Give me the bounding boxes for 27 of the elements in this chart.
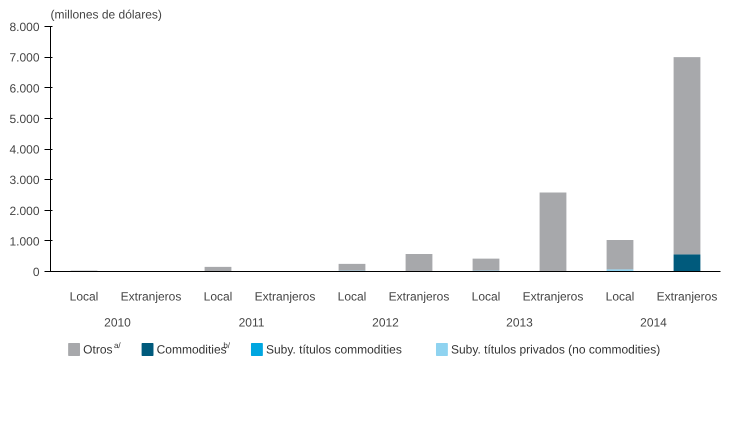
x-tick-label: Local <box>338 290 366 304</box>
legend-label: Suby. títulos commodities <box>266 342 402 356</box>
y-axis-title: (millones de dólares) <box>50 8 162 22</box>
text: 2014 <box>640 316 668 330</box>
x-tick-label: Local <box>472 290 500 304</box>
legend-label: Suby. títulos privados (no commodities) <box>450 342 660 356</box>
x-tick-label: Local <box>606 290 634 304</box>
text: 2013 <box>506 316 534 330</box>
y-tick-label: 0 <box>32 265 40 279</box>
y-tick-label: 5.000 <box>9 112 40 126</box>
y-tick-label: 3.000 <box>9 173 40 188</box>
y-tick-label: 8.000 <box>9 20 40 34</box>
y-tick-label: 2.000 <box>9 204 40 218</box>
x-tick-label: Extranjeros <box>120 290 182 304</box>
y-tick-label: 7.000 <box>9 50 40 65</box>
x-tick-label: Extranjeros <box>522 290 584 304</box>
x-tick-label: Local <box>70 290 98 304</box>
x-tick-label: Extranjeros <box>388 290 450 304</box>
text: 2010 <box>104 316 132 330</box>
text: 2012 <box>372 316 400 330</box>
y-tick-label: 6.000 <box>9 81 40 96</box>
text: 2011 <box>238 316 265 330</box>
y-tick-label: 1.000 <box>9 234 40 248</box>
x-tick-label: Extranjeros <box>254 290 316 304</box>
x-tick-label: Local <box>204 290 232 304</box>
y-tick-label: 4.000 <box>9 142 40 156</box>
x-tick-label: Extranjeros <box>656 290 718 304</box>
